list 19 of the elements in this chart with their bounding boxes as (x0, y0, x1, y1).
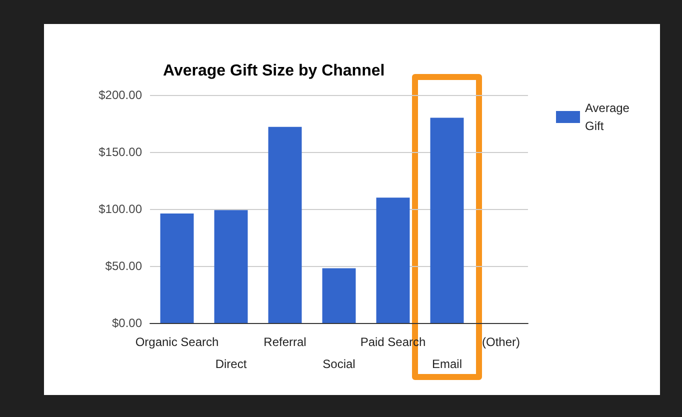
bar (214, 210, 248, 323)
x-tick-label: Direct (215, 357, 248, 371)
legend-label: Average Gift (585, 101, 633, 133)
y-tick-label: $150.00 (98, 145, 142, 159)
bar (322, 268, 356, 323)
y-tick-label: $200.00 (98, 88, 142, 102)
bar (376, 198, 410, 323)
y-tick-label: $0.00 (112, 316, 142, 330)
chart-title: Average Gift Size by Channel (163, 62, 385, 80)
x-tick-label: Referral (264, 335, 306, 349)
x-tick-label: Organic Search (135, 335, 219, 349)
y-tick-label: $50.00 (105, 259, 142, 273)
y-tick-label: $100.00 (98, 202, 142, 216)
x-tick-label: Email (432, 357, 462, 371)
bar (268, 126, 302, 323)
x-tick-label: Social (322, 357, 356, 371)
x-tick-label: (Other) (482, 335, 520, 349)
bar (430, 118, 464, 323)
bar (160, 214, 194, 323)
